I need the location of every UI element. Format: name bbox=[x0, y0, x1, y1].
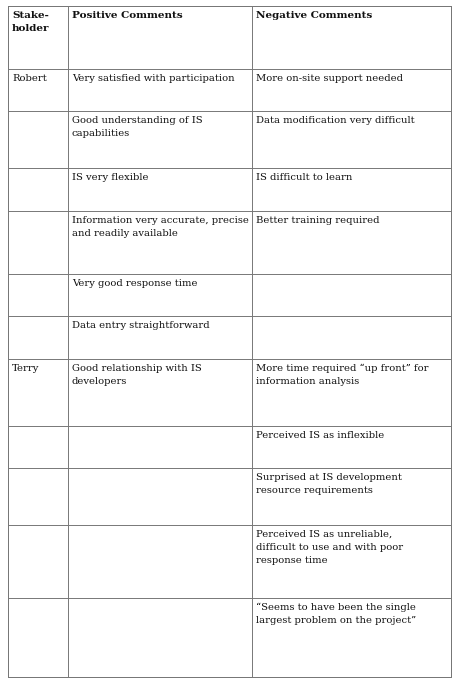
Text: “Seems to have been the single
largest problem on the project”: “Seems to have been the single largest p… bbox=[256, 603, 416, 625]
Text: Stake-
holder: Stake- holder bbox=[12, 11, 50, 33]
Text: Negative Comments: Negative Comments bbox=[256, 11, 372, 20]
Text: Positive Comments: Positive Comments bbox=[72, 11, 182, 20]
Text: More on-site support needed: More on-site support needed bbox=[256, 74, 403, 83]
Text: Very good response time: Very good response time bbox=[72, 279, 197, 288]
Text: Data modification very difficult: Data modification very difficult bbox=[256, 116, 414, 126]
Text: IS very flexible: IS very flexible bbox=[72, 173, 148, 182]
Text: Information very accurate, precise
and readily available: Information very accurate, precise and r… bbox=[72, 216, 249, 238]
Text: IS difficult to learn: IS difficult to learn bbox=[256, 173, 352, 182]
Text: Data entry straightforward: Data entry straightforward bbox=[72, 321, 209, 330]
Text: Robert: Robert bbox=[12, 74, 47, 83]
Text: Good understanding of IS
capabilities: Good understanding of IS capabilities bbox=[72, 116, 202, 138]
Text: Good relationship with IS
developers: Good relationship with IS developers bbox=[72, 364, 202, 386]
Text: Very satisfied with participation: Very satisfied with participation bbox=[72, 74, 235, 83]
Text: Perceived IS as inflexible: Perceived IS as inflexible bbox=[256, 430, 384, 440]
Text: Surprised at IS development
resource requirements: Surprised at IS development resource req… bbox=[256, 473, 402, 495]
Text: Perceived IS as unreliable,
difficult to use and with poor
response time: Perceived IS as unreliable, difficult to… bbox=[256, 530, 403, 565]
Text: More time required “up front” for
information analysis: More time required “up front” for inform… bbox=[256, 364, 428, 386]
Text: Better training required: Better training required bbox=[256, 216, 379, 225]
Text: Terry: Terry bbox=[12, 364, 39, 373]
